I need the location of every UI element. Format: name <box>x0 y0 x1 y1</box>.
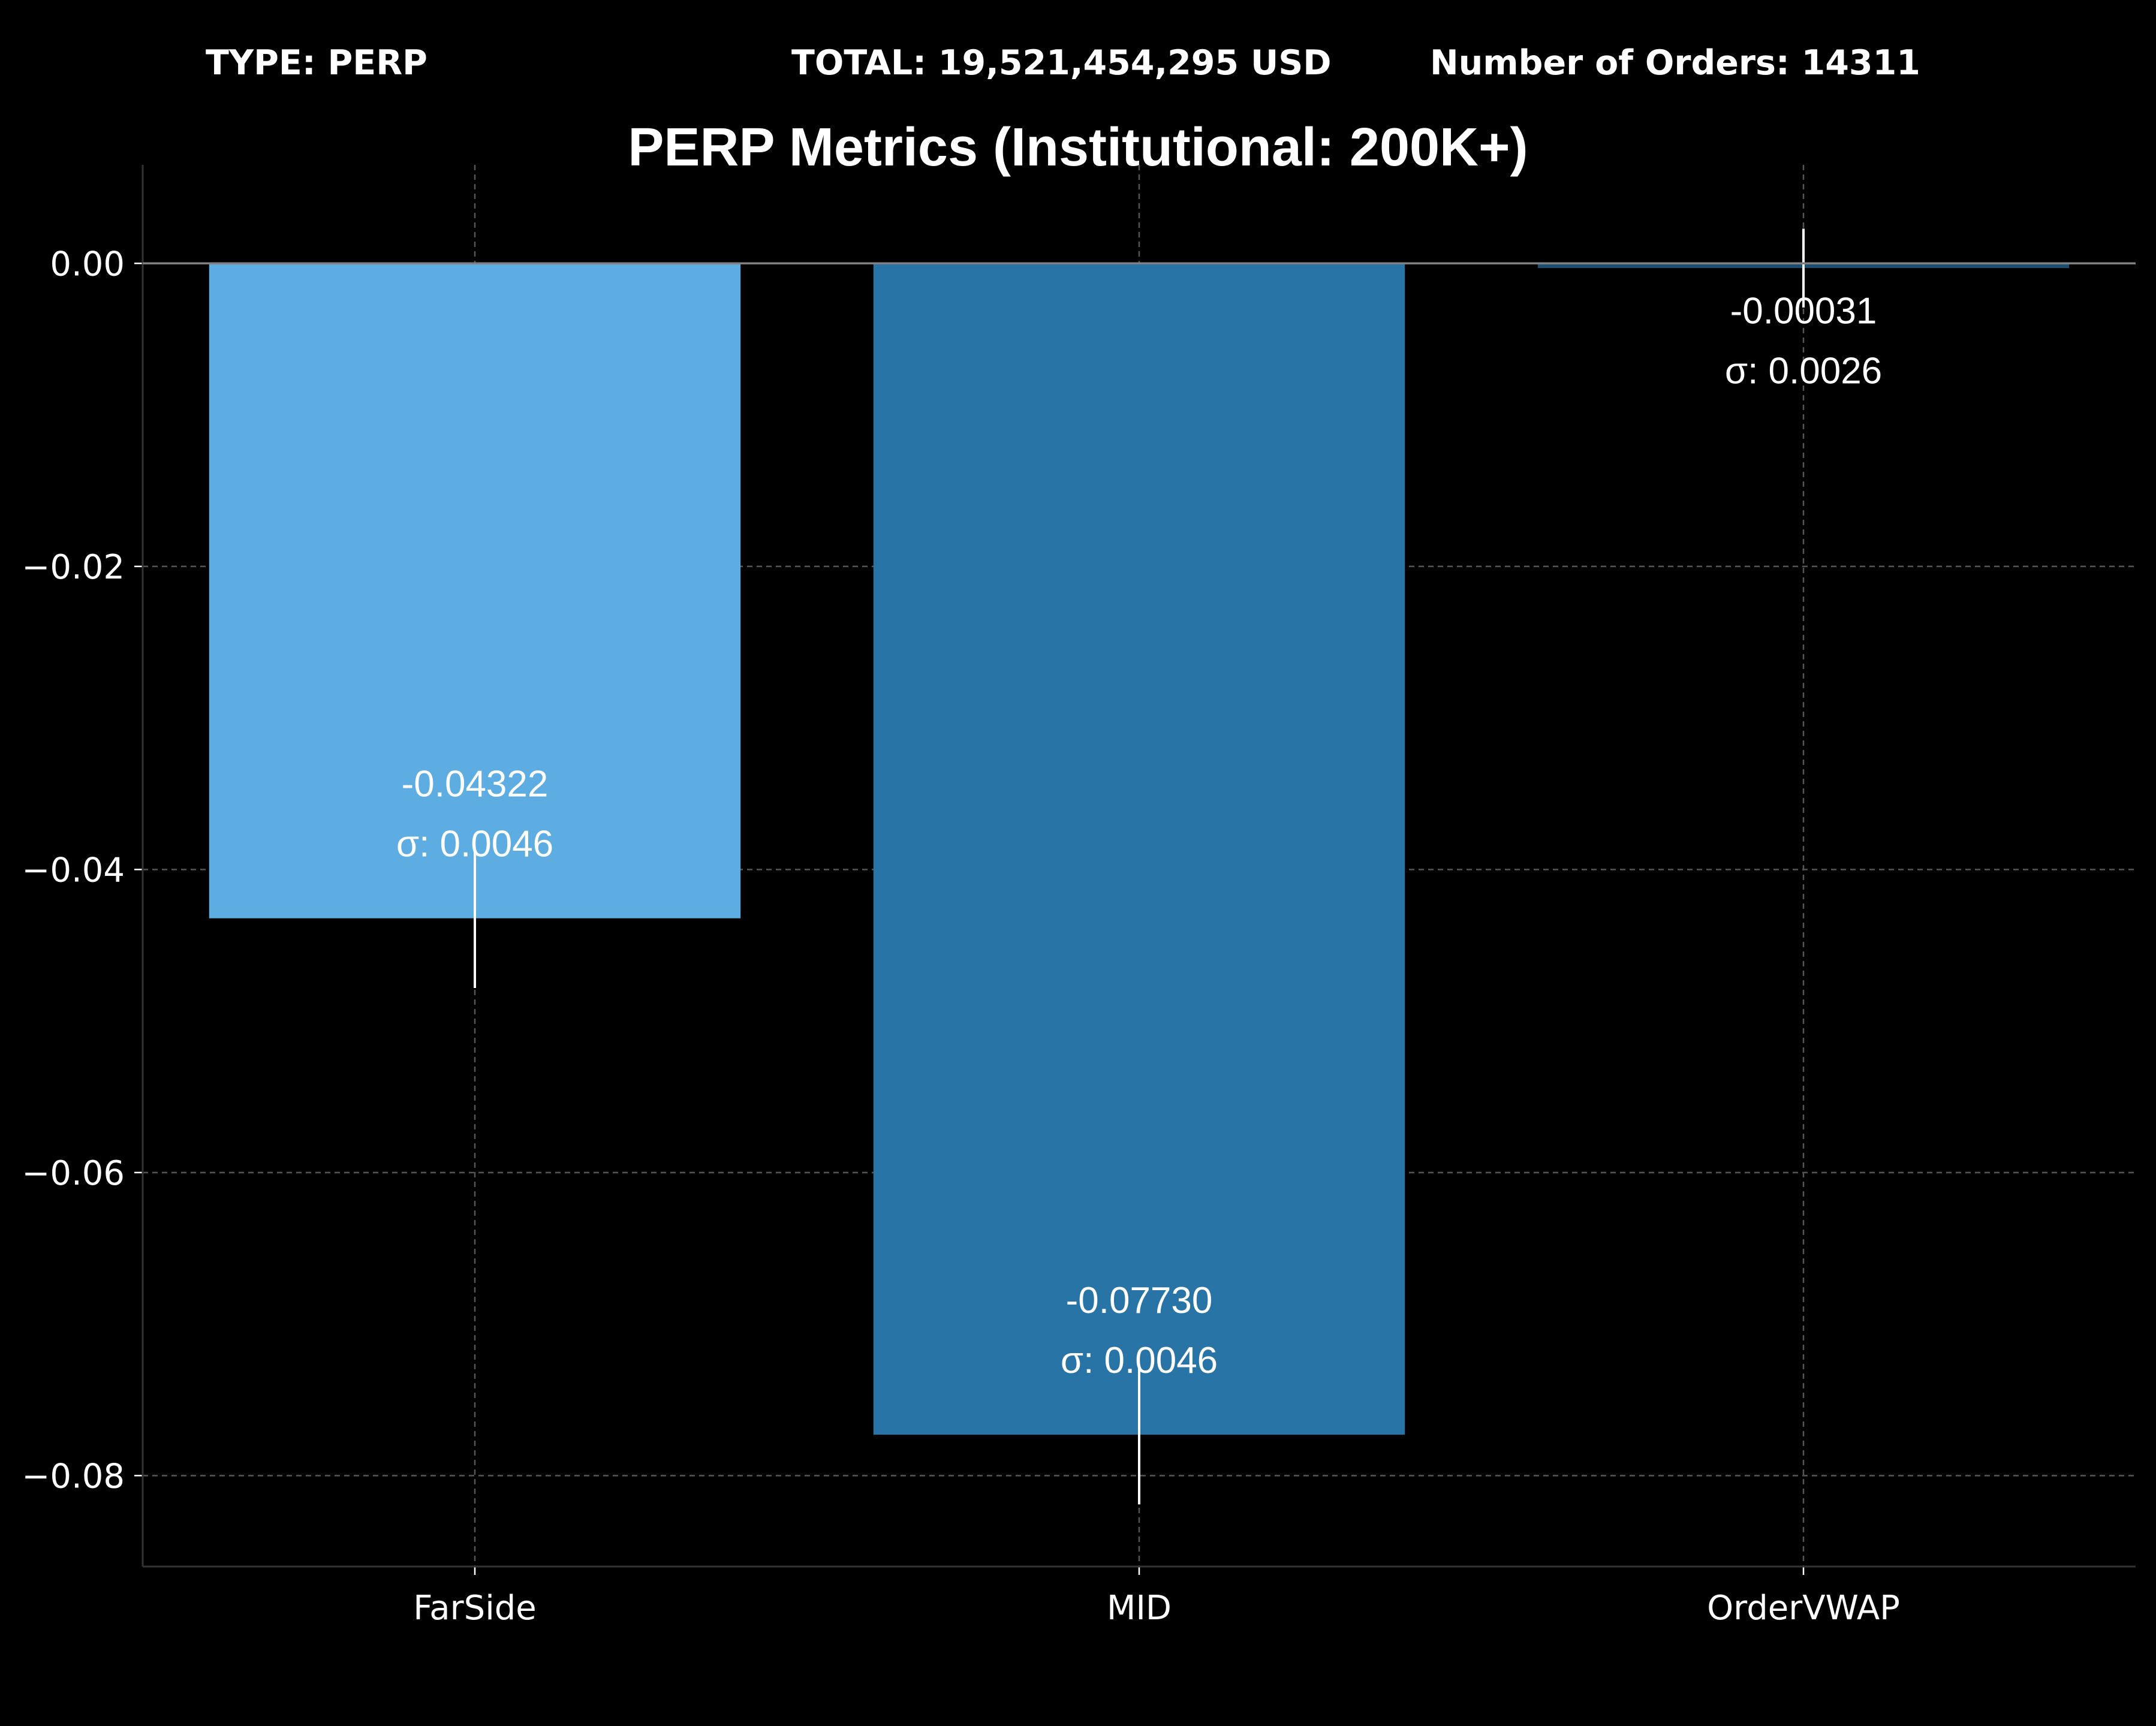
header-orders-label: Number of Orders: 14311 <box>1430 43 1920 83</box>
bar-std-label: σ: 0.0046 <box>396 824 553 865</box>
bar-value-label: -0.00031 <box>1730 290 1877 332</box>
y-tick-label: 0.00 <box>50 245 125 284</box>
header-type-label: TYPE: PERP <box>206 43 427 83</box>
bar-std-label: σ: 0.0046 <box>1061 1340 1218 1381</box>
bar-farside <box>209 263 741 918</box>
axes <box>134 165 2136 1575</box>
chart-title: PERP Metrics (Institutional: 200K+) <box>628 118 1528 177</box>
y-tick-label: −0.04 <box>22 851 125 890</box>
x-tick-label: MID <box>1107 1589 1172 1628</box>
error-bars <box>474 228 1805 1505</box>
bar-value-label: -0.07730 <box>1066 1280 1213 1321</box>
y-tick-label: −0.02 <box>22 548 125 587</box>
x-tick-label: OrderVWAP <box>1707 1589 1900 1628</box>
y-tick-label: −0.08 <box>22 1457 125 1496</box>
x-tick-label: FarSide <box>413 1589 537 1628</box>
bar-labels: -0.04322 σ: 0.0046 -0.07730 σ: 0.0046 -0.000… <box>396 290 1882 1381</box>
bar-value-label: -0.04322 <box>402 764 549 805</box>
tick-labels: 0.00 −0.02 −0.04 −0.06 −0.08 FarSide MID OrderV… <box>22 245 1900 1628</box>
bar-mid <box>873 263 1405 1435</box>
bar-std-label: σ: 0.0026 <box>1725 350 1882 391</box>
header-total-label: TOTAL: 19,521,454,295 USD <box>791 43 1332 83</box>
y-tick-label: −0.06 <box>22 1154 125 1193</box>
